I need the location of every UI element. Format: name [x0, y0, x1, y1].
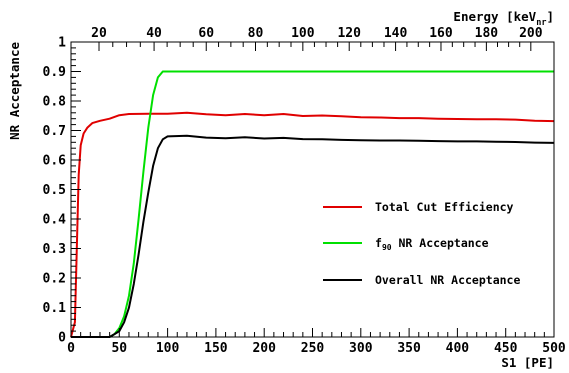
x-tick-label: 250 [301, 341, 325, 356]
top-tick-label: 120 [337, 26, 361, 41]
top-tick-label: 60 [198, 26, 214, 41]
top-tick-label: 200 [519, 26, 543, 41]
x-tick-label: 450 [494, 341, 518, 356]
top-tick-label: 40 [146, 26, 162, 41]
top-tick-label: 140 [384, 26, 408, 41]
labels-layer: 0 50 100 150 200 250 300 350 400 450 500 0 0.1 0.2 0.3… [7, 9, 566, 370]
top-tick-label: 100 [291, 26, 315, 41]
top-tick-label: 160 [429, 26, 453, 41]
series-line-2 [71, 134, 555, 338]
x-tick-label: 400 [446, 341, 470, 356]
y-tick-label: 0 [58, 331, 66, 346]
y-tick-label: 0.5 [43, 183, 66, 198]
x-tick-label: 300 [349, 341, 373, 356]
y-tick-label: 0.7 [43, 124, 66, 139]
axes-layer [70, 41, 555, 338]
y-axis-title: NR Acceptance [7, 42, 22, 140]
x-tick-label: 100 [156, 341, 180, 356]
plot-frame [70, 41, 555, 338]
legend-label-1: f90 NR Acceptance [375, 236, 489, 252]
top-tick-label: 80 [248, 26, 264, 41]
y-tick-label: 0.1 [43, 301, 67, 316]
x-tick-label: 50 [111, 341, 127, 356]
top-tick-label: 180 [475, 26, 499, 41]
x-tick-label: 200 [252, 341, 276, 356]
y-tick-label: 0.6 [43, 154, 67, 169]
series-line-0 [70, 111, 555, 338]
x-tick-label: 350 [397, 341, 421, 356]
legend: Total Cut Efficiency f90 NR Acceptance Ove… [323, 200, 520, 287]
series-layer [70, 70, 555, 338]
legend-label-2: Overall NR Acceptance [375, 273, 520, 287]
x-tick-label: 0 [67, 341, 75, 356]
legend-label-0: Total Cut Efficiency [375, 200, 514, 214]
y-tick-label: 0.4 [43, 213, 67, 228]
y-tick-label: 0.8 [43, 95, 67, 110]
y-tick-label: 1 [58, 36, 66, 51]
x-axis-title: S1 [PE] [501, 355, 554, 370]
top-tick-label: 20 [91, 26, 107, 41]
y-tick-label: 0.3 [43, 242, 66, 257]
top-axis-title: Energy [keVnr] [453, 9, 554, 28]
y-tick-label: 0.9 [43, 65, 66, 80]
x-tick-label: 150 [204, 341, 228, 356]
x-tick-label: 500 [542, 341, 566, 356]
y-tick-label: 0.2 [43, 272, 66, 287]
